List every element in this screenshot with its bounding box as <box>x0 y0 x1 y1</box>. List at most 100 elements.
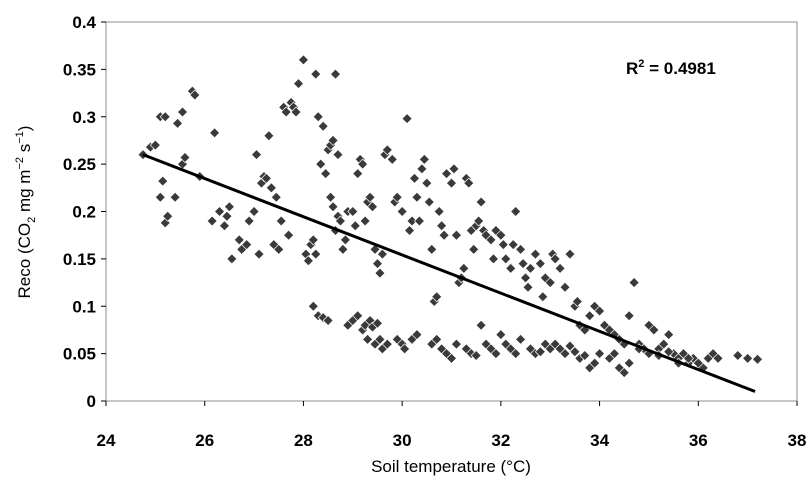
data-point <box>544 277 556 289</box>
data-point <box>320 168 332 180</box>
data-point <box>347 206 359 217</box>
data-point <box>362 333 374 345</box>
data-point <box>559 281 571 293</box>
data-point <box>352 310 364 322</box>
data-point <box>524 262 536 274</box>
x-tick-label: 30 <box>393 431 412 450</box>
data-point <box>322 314 334 326</box>
data-point <box>376 248 388 260</box>
data-point <box>485 234 497 246</box>
data-point <box>438 229 450 241</box>
data-point <box>157 175 169 187</box>
data-point <box>446 177 457 189</box>
x-tick-label: 36 <box>689 431 708 450</box>
data-point <box>571 296 583 308</box>
data-point <box>253 248 265 260</box>
data-point <box>223 201 235 213</box>
data-point <box>564 340 576 352</box>
data-point <box>367 201 379 213</box>
data-point <box>608 348 620 360</box>
data-point <box>381 338 393 350</box>
data-point <box>404 224 416 236</box>
data-point <box>302 255 314 267</box>
data-point <box>534 258 546 270</box>
data-point <box>312 111 324 123</box>
data-point <box>349 220 361 232</box>
data-point <box>275 215 287 227</box>
data-point <box>752 353 764 365</box>
data-point <box>374 333 386 345</box>
data-point <box>537 291 549 303</box>
data-point <box>569 346 581 358</box>
data-point <box>357 158 369 170</box>
data-point <box>473 215 485 227</box>
data-point <box>209 127 221 139</box>
y-tick-label: 0 <box>87 392 96 411</box>
data-point <box>628 277 640 289</box>
data-point <box>742 352 754 364</box>
data-point <box>418 153 430 165</box>
x-axis-label: Soil temperature (°C) <box>371 457 531 476</box>
data-point <box>159 111 171 123</box>
data-point <box>330 68 342 80</box>
y-tick-label: 0.3 <box>72 108 96 127</box>
data-point <box>510 348 522 360</box>
x-tick-label: 32 <box>491 431 510 450</box>
data-point <box>334 215 346 227</box>
data-point <box>421 177 433 189</box>
data-point <box>431 291 443 303</box>
data-point <box>221 210 233 222</box>
data-point <box>339 234 351 246</box>
data-point <box>327 134 339 146</box>
data-point <box>399 343 411 355</box>
data-point <box>463 177 475 189</box>
data-point <box>589 357 601 369</box>
data-point <box>310 68 322 80</box>
data-point <box>243 215 255 227</box>
x-tick-label: 24 <box>97 431 116 450</box>
data-point <box>584 310 596 322</box>
data-point <box>515 243 527 255</box>
data-point <box>162 210 174 222</box>
data-point <box>712 352 724 364</box>
data-point <box>431 333 443 345</box>
data-point <box>648 324 660 336</box>
data-point <box>682 352 694 364</box>
data-point <box>310 248 322 260</box>
data-point <box>218 220 230 232</box>
data-point <box>458 262 470 274</box>
y-tick-label: 0.25 <box>63 155 96 174</box>
data-point <box>283 229 295 241</box>
data-point <box>495 329 507 341</box>
data-point <box>416 163 428 175</box>
data-point <box>179 151 191 163</box>
data-point <box>214 206 226 217</box>
data-point <box>663 329 675 341</box>
data-point <box>594 305 606 317</box>
data-point <box>149 139 161 151</box>
data-point <box>297 54 309 66</box>
data-point <box>411 191 423 203</box>
data-point <box>241 239 253 251</box>
y-tick-label: 0.4 <box>72 13 96 32</box>
data-point <box>446 352 457 364</box>
x-tick-label: 26 <box>195 431 214 450</box>
data-point <box>270 191 282 203</box>
data-point <box>337 243 349 255</box>
data-point <box>290 106 302 118</box>
trendline <box>142 153 756 393</box>
data-point <box>564 248 576 260</box>
data-point <box>364 191 376 203</box>
data-point <box>426 243 438 255</box>
data-point <box>559 348 571 360</box>
x-tick-label: 28 <box>294 431 313 450</box>
data-point <box>273 243 285 255</box>
data-point <box>307 300 319 312</box>
data-point <box>332 149 344 161</box>
data-point <box>448 163 460 175</box>
data-point <box>423 196 435 208</box>
data-point <box>495 229 507 241</box>
x-axis-ticks: 24 26 28 30 32 34 36 38 <box>97 401 806 450</box>
data-point <box>487 253 499 265</box>
data-point <box>315 158 327 170</box>
